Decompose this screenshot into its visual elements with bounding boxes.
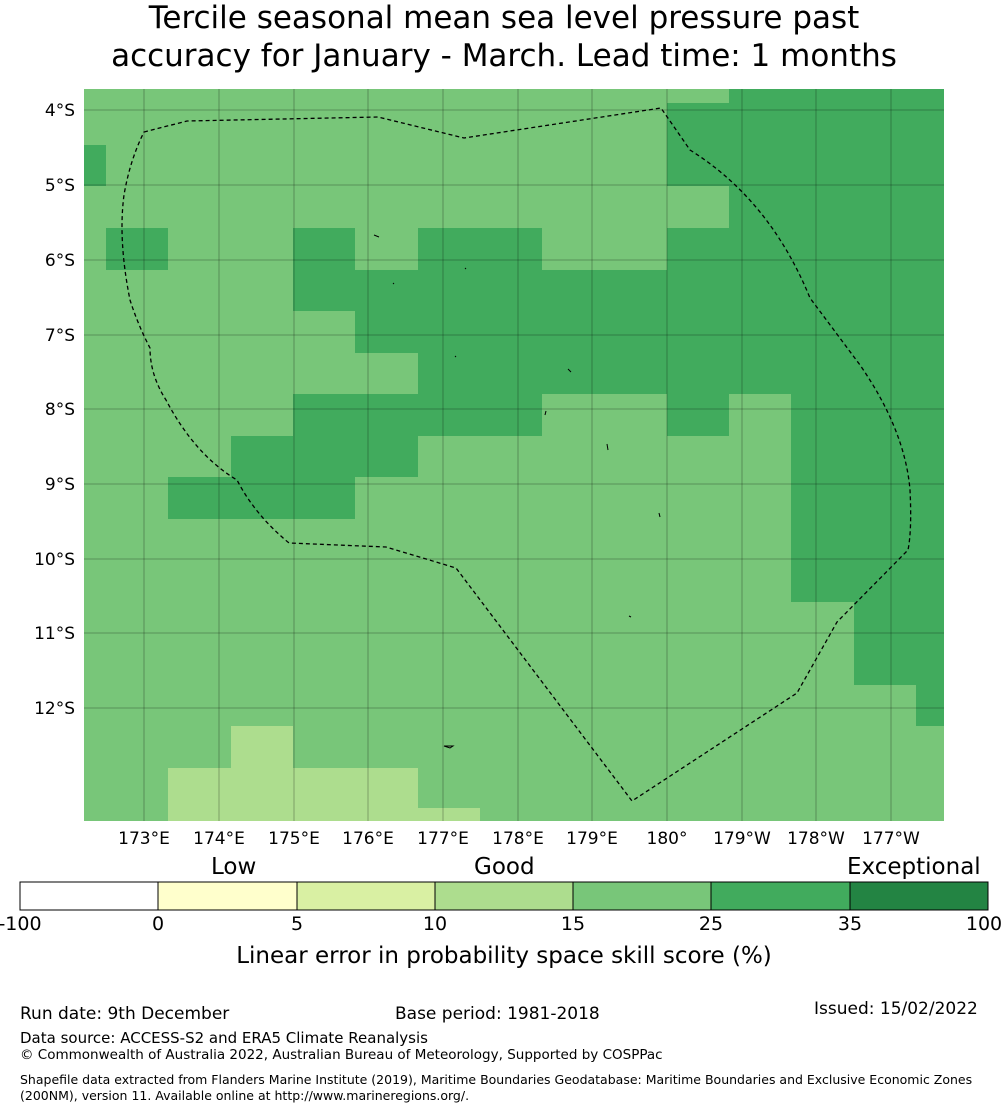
colorbar-tick-label: 15	[560, 913, 586, 935]
map-title-line-2: accuracy for January - March. Lead time:…	[111, 38, 897, 74]
skill-cell	[231, 726, 293, 821]
lat-label: 7°S	[45, 326, 75, 346]
colorbar-segment	[20, 882, 158, 910]
copyright: © Commonwealth of Australia 2022, Austra…	[20, 1047, 663, 1063]
lat-labels: 4°S 5°S 6°S 7°S 8°S 9°S 10°S 11°S 12°S	[34, 101, 75, 719]
colorbar-tick-label: 0	[151, 913, 165, 935]
skill-cell	[293, 768, 418, 821]
skill-cell	[293, 394, 418, 477]
skill-cell	[231, 436, 293, 519]
colorbar-tick-label: 25	[698, 913, 724, 935]
lat-label: 11°S	[34, 624, 75, 644]
colorbar-outline	[19, 881, 989, 911]
lon-label: 175°E	[268, 829, 320, 849]
island-outline	[454, 355, 457, 358]
skill-cell	[542, 270, 667, 394]
lon-label: 177°W	[862, 829, 920, 849]
skill-cell	[667, 103, 944, 186]
legend-category-exceptional: Exceptional	[847, 854, 981, 880]
colorbar-segment	[711, 882, 850, 910]
island-outline	[658, 512, 661, 518]
lat-label: 5°S	[45, 176, 75, 196]
lon-label: 178°E	[492, 829, 544, 849]
skill-cell	[916, 685, 944, 726]
skill-cell	[418, 228, 542, 436]
island-outline	[464, 267, 467, 270]
skill-cell	[729, 89, 944, 103]
skill-cell	[854, 602, 944, 685]
colorbar-tick-label: 35	[837, 913, 863, 935]
lat-label: 4°S	[45, 101, 75, 121]
lon-label: 179°E	[566, 829, 618, 849]
legend-category-good: Good	[474, 854, 535, 880]
map-title-line-1: Tercile seasonal mean sea level pressure…	[148, 0, 860, 36]
graticule	[84, 89, 944, 821]
skill-cell	[168, 477, 231, 519]
colorbar-segment	[435, 882, 573, 910]
colorbar-tick-label: -100	[0, 913, 42, 935]
colorbar-segment	[297, 882, 435, 910]
legend-category-low: Low	[211, 854, 257, 880]
island-outline	[392, 282, 395, 285]
colorbar-segment	[850, 882, 988, 910]
lat-label: 12°S	[34, 699, 75, 719]
lat-label: 6°S	[45, 251, 75, 271]
skill-cell	[293, 477, 355, 519]
colorbar	[19, 881, 989, 911]
island-outline	[443, 745, 455, 749]
island-outline	[373, 234, 380, 238]
shapefile-credit: Shapefile data extracted from Flanders M…	[20, 1072, 973, 1103]
colorbar-segment	[158, 882, 297, 910]
skill-cell	[168, 768, 231, 821]
lon-labels: 173°E 174°E 175°E 176°E 177°E 178°E 179°…	[118, 829, 920, 849]
colorbar-tick-label: 100	[965, 913, 1003, 935]
lon-label: 176°E	[342, 829, 394, 849]
run-date: Run date: 9th December	[20, 1004, 230, 1024]
lat-label: 9°S	[45, 475, 75, 495]
lat-label: 8°S	[45, 400, 75, 420]
island-outline	[567, 368, 572, 373]
lon-label: 174°E	[193, 829, 245, 849]
issued-date: Issued: 15/02/2022	[814, 999, 978, 1019]
skill-cell	[418, 808, 480, 821]
lat-label: 10°S	[34, 550, 75, 570]
skill-cell	[84, 145, 106, 186]
skill-cell	[355, 270, 418, 353]
lon-label: 179°W	[713, 829, 771, 849]
eez-boundary	[121, 107, 912, 802]
skill-cell	[791, 394, 944, 602]
island-outline	[628, 615, 632, 618]
lon-label: 180°	[647, 829, 688, 849]
colorbar-title: Linear error in probability space skill …	[236, 943, 772, 969]
lon-label: 178°W	[787, 829, 845, 849]
base-period: Base period: 1981-2018	[395, 1004, 600, 1024]
skill-cell	[667, 89, 729, 103]
lon-label: 173°E	[118, 829, 170, 849]
lon-label: 177°E	[417, 829, 469, 849]
island-outline	[606, 443, 609, 451]
skill-cell	[667, 228, 944, 394]
colorbar-segment	[573, 882, 711, 910]
islands	[373, 234, 661, 749]
data-source: Data source: ACCESS-S2 and ERA5 Climate …	[20, 1029, 428, 1047]
skill-cell	[293, 228, 355, 311]
island-outline	[544, 410, 547, 416]
colorbar-tick-label: 10	[422, 913, 448, 935]
skill-cell	[106, 228, 168, 270]
skill-cell	[729, 186, 944, 228]
skill-cell	[667, 394, 729, 436]
skill-grid	[84, 89, 944, 821]
colorbar-tick-label: 5	[290, 913, 304, 935]
